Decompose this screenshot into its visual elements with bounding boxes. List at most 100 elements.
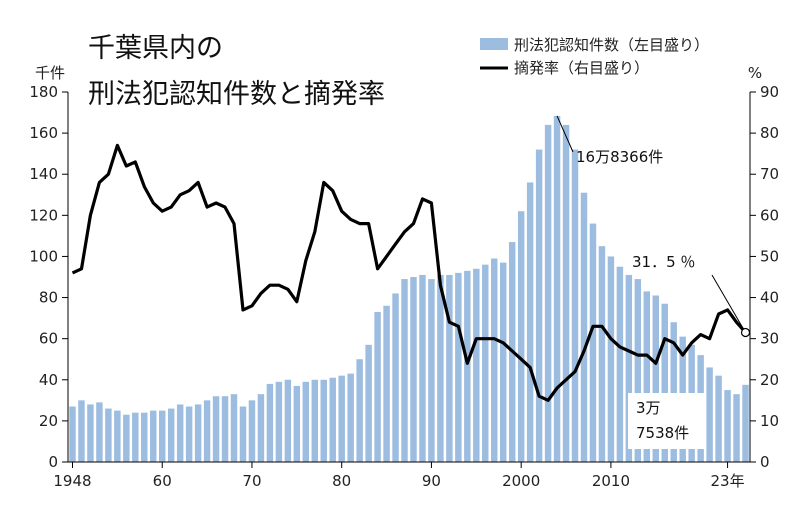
x-tick-label: 23年 [711,472,745,490]
bar [419,274,426,462]
annotation-rate-leader [711,274,746,333]
bar [239,406,247,462]
legend-bar-swatch [480,38,508,50]
bar [526,182,534,462]
annotation-rate-label: 31．5 ％ [632,253,695,271]
right-tick-label: 30 [760,330,779,348]
bar [123,414,130,462]
annotations: 16万8366件 31．5 ％ 3万 7538件 [556,115,751,449]
right-tick-label: 20 [760,371,779,389]
bar [643,291,651,462]
bar [114,410,121,462]
x-tick-label: 2010 [592,472,630,490]
legend-bar-label: 刑法犯認知件数（左目盛り） [514,36,709,54]
bar [491,258,498,462]
bar [499,262,507,462]
bar [410,277,417,462]
bar [338,375,345,462]
bar [365,344,372,462]
left-tick-label: 180 [29,83,58,101]
annotation-rate-bg [628,250,724,274]
bar [132,412,139,462]
bar [715,375,722,462]
bar [724,390,731,462]
bar [320,379,327,462]
left-axis-unit: 千件 [35,64,65,82]
bar [482,264,489,462]
bar [742,384,749,462]
annotation-count-line2: 7538件 [636,424,689,442]
bar [176,404,184,462]
bar [706,367,713,462]
left-tick-label: 0 [48,453,58,471]
right-tick-label: 0 [760,453,770,471]
bar [562,124,570,462]
bar [302,381,310,462]
bar [446,274,453,462]
bar [517,211,525,462]
left-tick-label: 140 [29,165,58,183]
left-tick-label: 40 [39,371,58,389]
bar [203,400,211,462]
left-tick-label: 20 [39,412,58,430]
annotation-peak-label: 16万8366件 [576,148,663,166]
bar [78,400,85,462]
bar [69,406,76,462]
bar [167,408,175,462]
bar [257,394,265,462]
right-tick-label: 50 [760,247,779,265]
bar [661,303,668,462]
bar [212,396,220,462]
bar [284,379,292,462]
right-tick-label: 90 [760,83,779,101]
annotation-count-bg [628,393,704,449]
bar [248,400,256,462]
bar [150,410,157,462]
bar [374,311,381,462]
right-tick-label: 10 [760,412,779,430]
line-series-path [71,143,747,402]
x-tick-label: 80 [332,472,351,490]
bar [141,412,148,462]
x-tick-label: 90 [422,472,441,490]
bar [96,402,103,462]
left-tick-label: 120 [29,206,58,224]
bar [221,396,229,462]
chart-title-line1: 千葉県内の [88,33,223,64]
bar [356,359,363,462]
bar [589,223,597,462]
bar [544,124,552,462]
bar [383,305,390,462]
bar [428,279,435,462]
bar [634,279,642,462]
chart-title-line2: 刑法犯認知件数と摘発率 [88,79,385,110]
bar [194,404,202,462]
bar [275,381,283,462]
bar [625,274,633,462]
bar [158,410,166,462]
left-tick-label: 100 [29,247,58,265]
bar [347,373,354,462]
annotation-rate-marker [740,327,751,338]
bar [553,115,561,462]
bar [616,266,624,462]
legend-line-label: 摘発率（右目盛り） [514,59,649,77]
bar [230,394,238,462]
x-tick-label: 60 [153,472,172,490]
bar [293,385,301,462]
bar [733,394,740,462]
bar [437,274,444,462]
bar [607,256,615,462]
bar [464,270,471,462]
bar [652,295,660,462]
bar [329,377,336,462]
annotation-count-line1: 3万 [636,399,661,417]
axes: 0 20 40 60 80 100 120 140 160 180 0 10 20 30 40 50 60 70 8… [29,83,779,490]
bar [185,406,193,462]
annotation-peak-leader [556,115,574,153]
right-tick-label: 80 [760,124,779,142]
bar [311,379,319,462]
x-tick-label: 2000 [502,472,540,490]
